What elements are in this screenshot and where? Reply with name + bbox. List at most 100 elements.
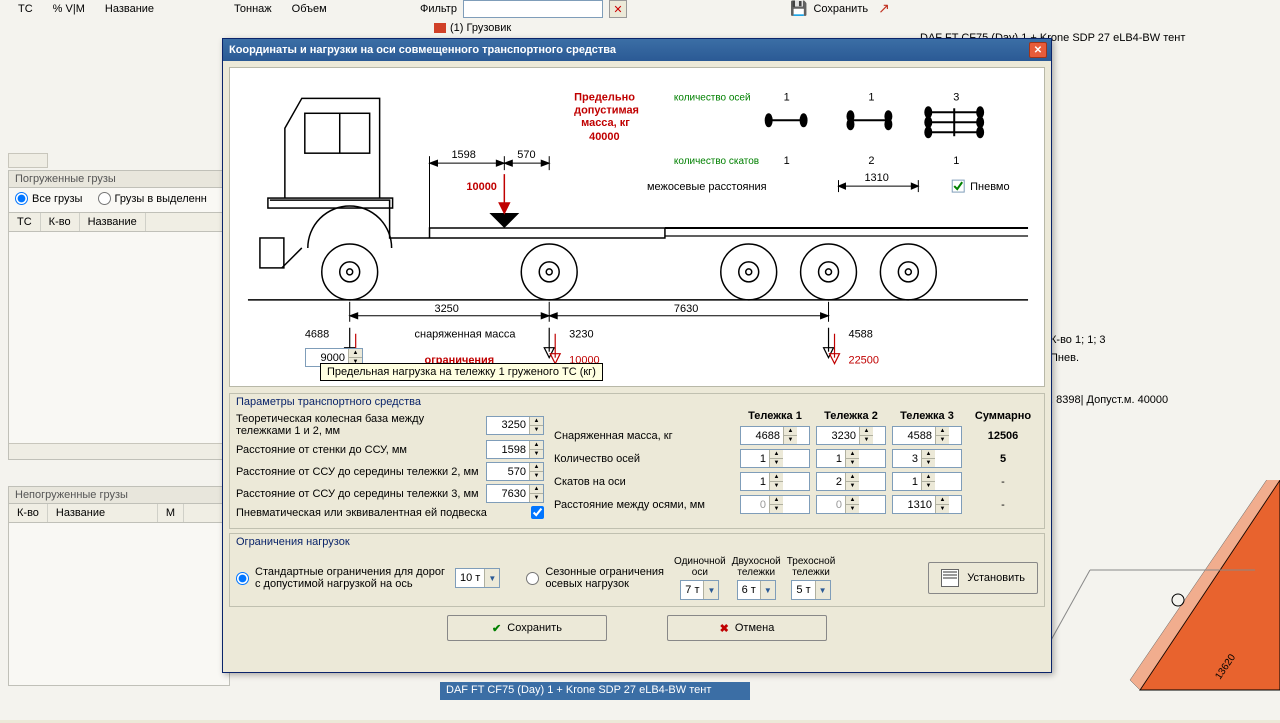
tires-sum: -	[968, 476, 1038, 488]
row-label: Количество осей	[554, 453, 734, 465]
bg-col: Объем	[292, 3, 327, 15]
dialog-titlebar[interactable]: Координаты и нагрузки на оси совмещенног…	[223, 39, 1051, 61]
svg-text:количество скатов: количество скатов	[674, 156, 759, 167]
interaxle-b3[interactable]: ▲▼	[892, 495, 962, 514]
ssu-to-b2-input[interactable]: ▲▼	[486, 462, 544, 481]
wheelbase-input[interactable]: ▲▼	[486, 416, 544, 435]
bg-col: Тоннаж	[234, 3, 272, 15]
radio-standard-limits[interactable]: Стандартные ограничения для дорог с допу…	[236, 566, 445, 590]
axles-b2[interactable]: ▲▼	[816, 449, 886, 468]
cancel-button[interactable]: ✖ Отмена	[667, 615, 827, 641]
bg-col: Название	[105, 3, 154, 15]
svg-text:1: 1	[868, 91, 874, 103]
row-label: Расстояние между осями, мм	[554, 499, 734, 511]
svg-text:4688: 4688	[305, 329, 329, 341]
curb-mass-b3[interactable]: ▲▼	[892, 426, 962, 445]
filter-input[interactable]	[463, 0, 603, 18]
check-icon: ✔	[492, 622, 501, 635]
svg-text:22500: 22500	[848, 355, 879, 367]
svg-text:снаряженная масса: снаряженная масса	[415, 329, 517, 341]
svg-text:1598: 1598	[451, 149, 475, 161]
cargo-3d-view: 13620	[1040, 480, 1280, 720]
ssu-to-b3-label: Расстояние от ССУ до середины тележки 3,…	[236, 488, 486, 500]
radio-seasonal-limits[interactable]: Сезонные ограничения осевых нагрузок	[526, 566, 664, 590]
bottom-status-bar: DAF FT CF75 (Day) 1 + Krone SDP 27 eLB4-…	[440, 682, 750, 700]
curb-mass-sum: 12506	[968, 430, 1038, 442]
row-label: Снаряженная масса, кг	[554, 430, 734, 442]
bg-columns: ТС % V|M Название Тоннаж Объем	[0, 0, 1280, 18]
tree-item[interactable]: (1) Грузовик	[434, 22, 511, 34]
axle-loads-dialog: Координаты и нагрузки на оси совмещенног…	[222, 38, 1052, 673]
curb-mass-b2[interactable]: ▲▼	[816, 426, 886, 445]
svg-text:1: 1	[784, 91, 790, 103]
load-limits-section: Ограничения нагрузок Стандартные огранич…	[229, 533, 1045, 607]
svg-text:межосевые расстояния: межосевые расстояния	[647, 181, 767, 193]
bg-save-area: 💾 Сохранить ↗	[790, 0, 890, 17]
wall-to-ssu-label: Расстояние от стенки до ССУ, мм	[236, 444, 486, 456]
bg-info: Пнев.	[1050, 352, 1079, 364]
interaxle-b1[interactable]: ▲▼	[740, 495, 810, 514]
svg-text:570: 570	[517, 149, 535, 161]
tires-b1[interactable]: ▲▼	[740, 472, 810, 491]
svg-text:3: 3	[953, 91, 959, 103]
grid-header: Тележка 1	[740, 410, 810, 422]
svg-text:3230: 3230	[569, 329, 593, 341]
grid-header: Тележка 3	[892, 410, 962, 422]
save-button[interactable]: ✔ Сохранить	[447, 615, 607, 641]
panel-title: Непогруженные грузы	[9, 487, 229, 504]
svg-text:40000: 40000	[589, 131, 620, 143]
cross-icon: ✖	[720, 622, 729, 635]
bg-col: ТС	[18, 3, 33, 15]
bg-info: . 8398| Допуст.м. 40000	[1050, 394, 1168, 406]
section-title: Параметры транспортного средства	[236, 396, 1038, 408]
scrollbar-thumb[interactable]	[8, 153, 48, 168]
tires-b2[interactable]: ▲▼	[816, 472, 886, 491]
panel-title: Погруженные грузы	[9, 171, 229, 188]
loaded-cargo-panel: Погруженные грузы Все грузы Грузы в выде…	[8, 170, 230, 460]
svg-text:4588: 4588	[848, 329, 872, 341]
row-label: Скатов на оси	[554, 476, 734, 488]
single-axle-dropdown[interactable]: 7 т▼	[680, 580, 719, 600]
interaxle-b2[interactable]: ▲▼	[816, 495, 886, 514]
filter-label: Фильтр	[420, 3, 457, 15]
spin-up-icon[interactable]: ▲	[349, 349, 362, 358]
bg-info: К-во 1; 1; 3	[1050, 334, 1106, 346]
interaxle-sum: -	[968, 499, 1038, 511]
truck-diagram: 10000 1598 570 3250 763	[229, 67, 1045, 387]
tires-b3[interactable]: ▲▼	[892, 472, 962, 491]
radio-selected-cargo[interactable]: Грузы в выделенн	[98, 192, 207, 205]
curb-mass-b1[interactable]: ▲▼	[740, 426, 810, 445]
tooltip: Предельная нагрузка на тележку 1 гружено…	[320, 363, 603, 381]
ssu-to-b3-input[interactable]: ▲▼	[486, 484, 544, 503]
dialog-title: Координаты и нагрузки на оси совмещенног…	[229, 44, 1029, 56]
close-icon[interactable]: ✕	[1029, 42, 1047, 58]
svg-text:масса, кг: масса, кг	[581, 117, 630, 129]
svg-text:допустимая: допустимая	[574, 104, 639, 116]
svg-text:3250: 3250	[434, 303, 458, 315]
double-axle-dropdown[interactable]: 6 т▼	[737, 580, 776, 600]
pneumo-label: Пневматическая или эквивалентная ей подв…	[236, 507, 531, 519]
axles-b1[interactable]: ▲▼	[740, 449, 810, 468]
bogie-grid: Тележка 1 Тележка 2 Тележка 3 Суммарно С…	[554, 410, 1038, 514]
ssu-to-b2-label: Расстояние от ССУ до середины тележки 2,…	[236, 466, 486, 478]
section-title: Ограничения нагрузок	[236, 536, 1038, 548]
grid-header: Суммарно	[968, 410, 1038, 422]
chevron-down-icon[interactable]: ▼	[484, 569, 499, 587]
bg-save-label[interactable]: Сохранить	[813, 3, 868, 15]
install-button[interactable]: Установить	[928, 562, 1038, 594]
std-limit-dropdown[interactable]: 10 т▼	[455, 568, 500, 588]
clear-filter-icon[interactable]: ✕	[609, 0, 627, 18]
scrollbar[interactable]	[9, 443, 229, 459]
calculator-icon	[941, 569, 959, 587]
vehicle-params-section: Параметры транспортного средства Теорети…	[229, 393, 1045, 529]
triple-axle-dropdown[interactable]: 5 т▼	[791, 580, 830, 600]
pneumo-checkbox[interactable]	[531, 506, 544, 519]
axles-b3[interactable]: ▲▼	[892, 449, 962, 468]
wall-to-ssu-input[interactable]: ▲▼	[486, 440, 544, 459]
axles-sum: 5	[968, 453, 1038, 465]
grid-header: Тележка 2	[816, 410, 886, 422]
unloaded-cargo-panel: Непогруженные грузы К-во Название М	[8, 486, 230, 686]
svg-text:Пневмо: Пневмо	[970, 181, 1009, 193]
radio-all-cargo[interactable]: Все грузы	[15, 192, 82, 205]
share-icon[interactable]: ↗	[878, 0, 890, 17]
